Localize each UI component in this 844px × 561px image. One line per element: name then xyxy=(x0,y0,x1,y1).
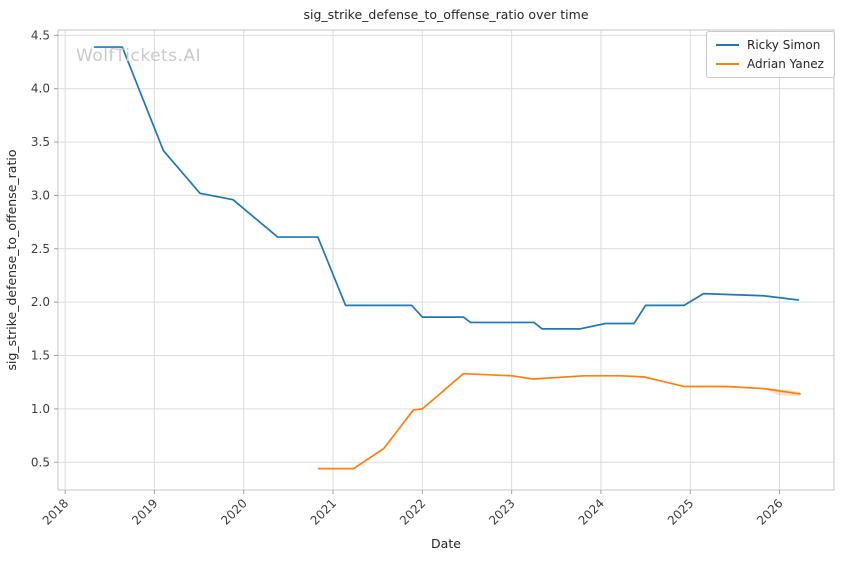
x-tick-label: 2019 xyxy=(129,496,160,527)
x-tick-label: 2024 xyxy=(576,496,607,527)
legend: Ricky Simon Adrian Yanez xyxy=(706,31,835,78)
x-tick-label: 2020 xyxy=(218,496,249,527)
x-tick-label: 2025 xyxy=(665,496,696,527)
legend-label: Ricky Simon xyxy=(747,38,821,52)
legend-entry-ricky-simon: Ricky Simon xyxy=(716,38,824,52)
y-axis-label: sig_strike_defense_to_offense_ratio xyxy=(4,149,19,371)
y-tick-label: 1.0 xyxy=(31,402,50,416)
legend-line-swatch xyxy=(716,44,739,46)
x-tick-label: 2026 xyxy=(754,496,785,527)
chart-title: sig_strike_defense_to_offense_ratio over… xyxy=(303,7,589,22)
y-tick-label: 3.0 xyxy=(31,188,50,202)
y-tick-label: 0.5 xyxy=(31,455,50,469)
y-tick-label: 2.0 xyxy=(31,295,50,309)
watermark: WolfTickets.AI xyxy=(76,46,202,66)
series-line-ricky-simon xyxy=(93,46,800,330)
y-tick-label: 3.5 xyxy=(31,135,50,149)
x-axis-label: Date xyxy=(431,536,461,551)
x-tick-label: 2023 xyxy=(486,496,517,527)
y-tick-label: 4.0 xyxy=(31,82,50,96)
x-tick-label: 2022 xyxy=(397,496,428,527)
y-tick-label: 4.5 xyxy=(31,28,50,42)
x-tick-label: 2018 xyxy=(40,496,71,527)
legend-line-swatch xyxy=(716,63,739,65)
series-line-adrian-yanez xyxy=(317,372,801,470)
legend-label: Adrian Yanez xyxy=(747,57,824,71)
y-tick-label: 2.5 xyxy=(31,242,50,256)
y-tick-label: 1.5 xyxy=(31,349,50,363)
legend-entry-adrian-yanez: Adrian Yanez xyxy=(716,57,824,71)
plot-border xyxy=(57,29,835,491)
x-tick-label: 2021 xyxy=(308,496,339,527)
